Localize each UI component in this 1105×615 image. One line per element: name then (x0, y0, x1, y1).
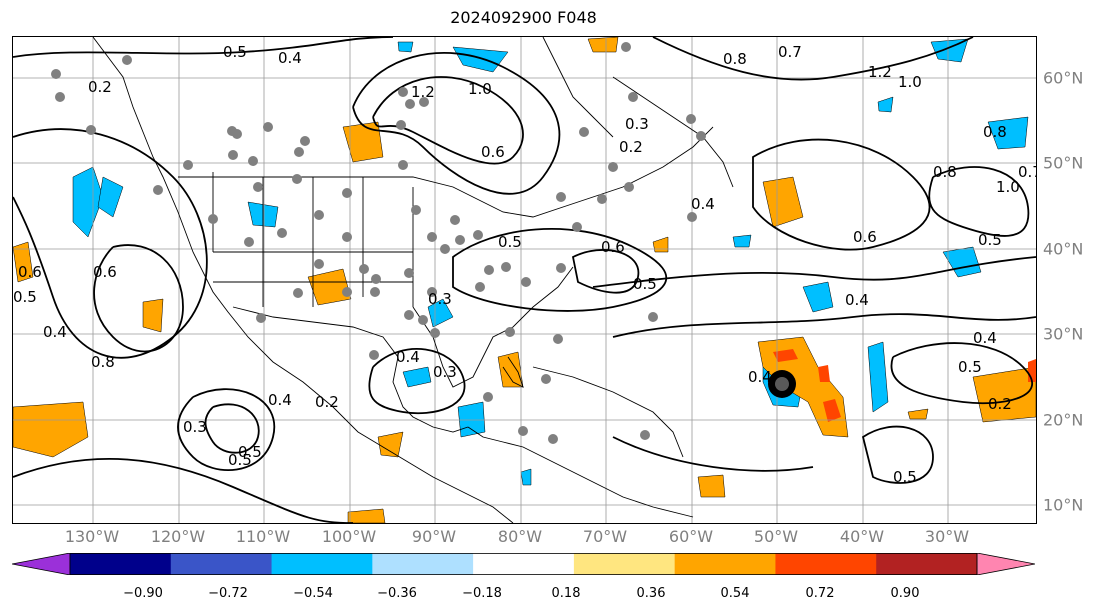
lon-label: 30°W (924, 527, 970, 546)
contour-label-layer: 0.5 0.4 1.2 1.0 0.8 0.7 0.6 0.3 0.2 0.5 … (13, 43, 1036, 486)
lon-label: 120°W (150, 527, 206, 546)
colorbar-tick-label: −0.18 (462, 586, 502, 601)
contour-label: 0.5 (978, 231, 1002, 249)
contour-label: 1.2 (411, 83, 435, 101)
colorbar-min-extension (12, 553, 71, 575)
contour-label: 0.4 (43, 323, 67, 341)
lon-label: 110°W (235, 527, 291, 546)
colorbar-border (69, 553, 978, 575)
contour-label: 0.8 (983, 123, 1007, 141)
station-dots (51, 42, 706, 444)
lat-label: 50°N (1043, 153, 1084, 173)
contour-label: 0.2 (315, 393, 339, 411)
colorbar-tick-label: 0.90 (890, 586, 920, 601)
contour-label: 0.8 (933, 163, 957, 181)
contour-label: 0.4 (748, 368, 772, 386)
map-panel: 0.5 0.4 1.2 1.0 0.8 0.7 0.6 0.3 0.2 0.5 … (12, 36, 1037, 524)
contour-label: 0.4 (278, 49, 302, 67)
lon-label: 130°W (64, 527, 120, 546)
contour-label: 0.4 (268, 391, 292, 409)
colorbar-segment (473, 553, 575, 575)
colorbar-segment (372, 553, 474, 575)
contour-label: 0.8 (91, 353, 115, 371)
contour-label: 0.3 (183, 418, 207, 436)
contour-label: 0.5 (223, 43, 247, 61)
contour-label: 0.7 (778, 43, 802, 61)
contour-label: 0.5 (238, 443, 262, 461)
lat-label: 40°N (1043, 239, 1084, 259)
contour-label: 0.5 (958, 358, 982, 376)
lon-label: 40°W (839, 527, 885, 546)
contour-label: 0.6 (93, 263, 117, 281)
colorbar-tick-label: 0.54 (720, 586, 750, 601)
contour-label: 0.4 (973, 329, 997, 347)
contour-label: 0.8 (723, 50, 747, 68)
colorbar-segment (170, 553, 273, 575)
contour-label: 0.5 (893, 468, 917, 486)
contour-label: 0.4 (396, 348, 420, 366)
colorbar-tick-label: 0.18 (551, 586, 581, 601)
lon-label: 90°W (411, 527, 457, 546)
lon-label: 60°W (668, 527, 714, 546)
lat-label: 10°N (1043, 495, 1084, 515)
contour-label: 0.5 (13, 288, 37, 306)
contour-label: 1.0 (996, 178, 1020, 196)
contour-label: 0.4 (691, 195, 715, 213)
colorbar-tick-label: −0.36 (377, 586, 417, 601)
contour-label: 0.2 (988, 395, 1012, 413)
colorbar-tick-label: −0.90 (123, 586, 163, 601)
colorbar-tick-label: −0.72 (208, 586, 248, 601)
contour-label: 0.6 (601, 238, 625, 256)
contour-label: 0.2 (619, 138, 643, 156)
contour-label: 0.2 (88, 78, 112, 96)
contour-label: 0.5 (498, 233, 522, 251)
contour-label: 1.2 (868, 63, 892, 81)
contour-label: 1.0 (898, 73, 922, 91)
contour-label: 0.3 (433, 363, 457, 381)
contour-label: 0.6 (481, 143, 505, 161)
contour-label: 1.0 (468, 80, 492, 98)
colorbar-segment (674, 553, 776, 575)
colorbar-tick-label: −0.54 (293, 586, 333, 601)
contour-label: 0.5 (228, 451, 252, 469)
colorbar-segment (70, 553, 172, 575)
colorbar-segment (271, 553, 373, 575)
colorbar (12, 553, 1035, 575)
contour-label: 0.3 (428, 290, 452, 308)
colorbar-tick-label: 0.72 (805, 586, 835, 601)
colorbar-segment (775, 553, 877, 575)
colorbar-segment (876, 553, 978, 575)
lon-label: 100°W (321, 527, 377, 546)
contour-label: 0.5 (633, 275, 657, 293)
lat-label: 20°N (1043, 410, 1084, 430)
colorbar-max-extension (976, 553, 1035, 575)
lon-label: 50°W (753, 527, 799, 546)
lon-label: 80°W (497, 527, 543, 546)
filled-anomaly-patches (13, 37, 1036, 523)
contour-label: 0.7 (1018, 163, 1036, 181)
lat-label: 60°N (1043, 68, 1084, 88)
contour-lines (13, 37, 1036, 523)
contour-label: 0.3 (625, 115, 649, 133)
tropical-cyclone-symbol (768, 370, 796, 398)
colorbar-tick-label: 0.36 (636, 586, 666, 601)
contour-label: 0.6 (18, 263, 42, 281)
colorbar-segment (573, 553, 676, 575)
map-svg: 0.5 0.4 1.2 1.0 0.8 0.7 0.6 0.3 0.2 0.5 … (13, 37, 1036, 523)
contour-label: 0.4 (845, 291, 869, 309)
map-title: 2024092900 F048 (450, 8, 597, 27)
lat-label: 30°N (1043, 324, 1084, 344)
lon-label: 70°W (582, 527, 628, 546)
contour-label: 0.6 (853, 228, 877, 246)
